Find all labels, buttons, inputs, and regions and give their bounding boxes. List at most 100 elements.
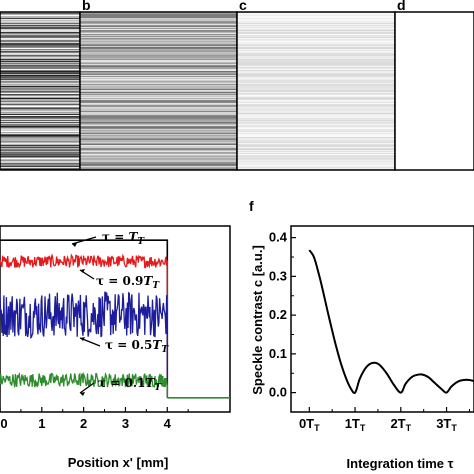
speckle-stripe [237, 139, 395, 140]
speckle-stripe [237, 29, 395, 30]
speckle-stripe [237, 154, 395, 155]
speckle-panel-0 [0, 11, 81, 171]
panel-e-annotation-arrow [79, 382, 95, 394]
speckle-stripe [0, 44, 80, 45]
speckle-stripe [80, 61, 237, 62]
speckle-stripe [0, 107, 80, 108]
speckle-stripe [80, 34, 237, 35]
speckle-stripe [80, 32, 237, 33]
speckle-stripe [0, 73, 80, 74]
speckle-stripe [80, 18, 237, 19]
speckle-stripe [0, 63, 80, 64]
speckle-stripe [80, 93, 237, 94]
panel-e-annotation-label: τ = 0.9TT [96, 274, 160, 291]
speckle-stripe [0, 81, 80, 82]
speckle-stripe [80, 121, 237, 122]
speckle-stripe [237, 166, 395, 167]
panel-label-f: f [249, 198, 254, 214]
speckle-stripe [237, 54, 395, 55]
speckle-stripe [80, 59, 237, 60]
speckle-stripe [0, 113, 80, 114]
speckle-stripe [0, 153, 80, 154]
speckle-stripe [80, 110, 237, 111]
speckle-stripe [80, 147, 237, 148]
panel-e-annotation-label: τ = 0.1TT [98, 376, 162, 393]
speckle-stripe [80, 68, 237, 69]
speckle-stripe [0, 54, 80, 55]
speckle-stripe [80, 135, 237, 136]
speckle-stripe [0, 35, 80, 36]
speckle-stripe [0, 128, 80, 129]
panel-f-ytick-label: 0.3 [269, 268, 287, 283]
speckle-stripe [0, 133, 80, 134]
speckle-stripe [237, 106, 395, 107]
speckle-stripe [80, 113, 237, 114]
speckle-stripe [80, 149, 237, 150]
speckle-stripe [237, 130, 395, 131]
speckle-stripe [0, 57, 80, 58]
speckle-stripe [0, 88, 80, 89]
speckle-stripe [237, 92, 395, 93]
speckle-stripe [237, 82, 395, 83]
speckle-stripe [237, 103, 395, 104]
speckle-stripe [80, 19, 237, 20]
speckle-stripe [237, 167, 395, 168]
speckle-stripe [0, 76, 80, 77]
speckle-stripe [80, 79, 237, 80]
speckle-stripe [80, 159, 237, 160]
speckle-stripe [0, 117, 80, 118]
speckle-stripe [0, 51, 80, 52]
speckle-stripe [80, 66, 237, 67]
panel-e-xtick-label: 4 [164, 416, 172, 431]
speckle-stripe [0, 135, 80, 136]
speckle-stripe [80, 152, 237, 153]
speckle-stripe [80, 30, 237, 31]
speckle-stripe [0, 102, 80, 103]
speckle-stripe [0, 75, 80, 76]
speckle-stripe [0, 79, 80, 80]
speckle-stripe [237, 131, 395, 132]
speckle-stripe [237, 126, 395, 127]
speckle-stripe [237, 129, 395, 130]
speckle-stripe [0, 114, 80, 115]
speckle-stripe [0, 130, 80, 131]
speckle-stripe [237, 17, 395, 18]
speckle-stripe [0, 72, 80, 73]
speckle-stripe [80, 156, 237, 157]
speckle-stripe [0, 122, 80, 123]
speckle-stripe [237, 118, 395, 119]
speckle-stripe [0, 47, 80, 48]
speckle-stripe [0, 26, 80, 27]
panel-e-xlabel: Position x' [mm] [68, 455, 169, 470]
speckle-stripe [80, 95, 237, 96]
speckle-stripe [80, 83, 237, 84]
speckle-stripe [80, 144, 237, 145]
speckle-stripe [237, 45, 395, 46]
speckle-stripe [237, 21, 395, 22]
speckle-panel-bg [395, 12, 474, 170]
speckle-stripe [237, 85, 395, 86]
speckle-stripe [0, 159, 80, 160]
speckle-stripe [0, 69, 80, 70]
speckle-stripe [80, 94, 237, 95]
speckle-stripe [80, 82, 237, 83]
speckle-stripe [80, 63, 237, 64]
speckle-stripe [0, 119, 80, 120]
speckle-stripe [0, 78, 80, 79]
speckle-stripe [80, 25, 237, 26]
speckle-stripe [0, 126, 80, 127]
speckle-stripe [237, 110, 395, 111]
speckle-stripe [237, 48, 395, 49]
speckle-stripe [237, 31, 395, 32]
speckle-stripe [237, 165, 395, 166]
speckle-stripe [80, 35, 237, 36]
speckle-stripe [0, 90, 80, 91]
speckle-stripe [80, 87, 237, 88]
speckle-stripe [80, 78, 237, 79]
speckle-stripe [80, 129, 237, 130]
speckle-stripe [0, 151, 80, 152]
speckle-stripe [80, 127, 237, 128]
panel-e-xticks: 0 1 2 3 4 [0, 407, 189, 431]
speckle-stripe [80, 49, 237, 50]
speckle-stripe [80, 71, 237, 72]
